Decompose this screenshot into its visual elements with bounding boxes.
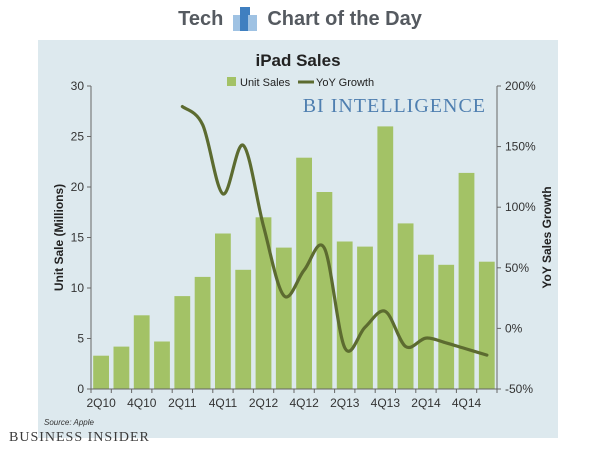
y2-tick-label: -50%	[505, 382, 533, 396]
source-note: Source: Apple	[44, 418, 94, 427]
bar-4q12	[296, 157, 312, 389]
x-tick-label: 2Q12	[249, 396, 279, 410]
bar-2q11	[174, 296, 191, 389]
y-tick-label: 10	[71, 281, 85, 295]
bar-1q15	[478, 261, 495, 389]
bar-3q10	[113, 346, 130, 389]
bar-2q12	[255, 217, 272, 389]
bar-1q14	[397, 223, 414, 389]
y2-tick-label: 100%	[505, 200, 536, 214]
bar-1q11	[154, 341, 170, 389]
bar-4q10	[133, 315, 150, 389]
x-tick-label: 2Q13	[330, 396, 360, 410]
y-tick-label: 30	[71, 79, 85, 93]
bar-4q14	[458, 172, 475, 389]
bi-intelligence-watermark: BI INTELLIGENCE	[303, 95, 486, 117]
chart-title: iPad Sales	[255, 51, 340, 70]
x-tick-label: 4Q11	[209, 396, 238, 410]
y2-axis-label: YoY Sales Growth	[540, 186, 554, 288]
legend-swatch-unit-sales	[227, 77, 236, 86]
x-tick-label: 4Q10	[127, 396, 157, 410]
chart-banner: Tech Chart of the Day	[0, 0, 600, 38]
banner-tech-label: Tech	[178, 7, 224, 30]
x-tick-label: 4Q13	[371, 396, 401, 410]
legend-label-unit-sales: Unit Sales	[240, 77, 291, 89]
y2-tick-label: 50%	[505, 261, 529, 275]
x-tick-label: 2Q10	[86, 396, 116, 410]
x-tick-label: 2Q14	[411, 396, 441, 410]
bar-3q11	[194, 276, 211, 389]
bar-2q10	[93, 355, 109, 389]
y-tick-label: 0	[77, 382, 84, 396]
bar-3q12	[275, 247, 292, 389]
y-tick-label: 5	[77, 332, 84, 346]
y-tick-label: 20	[71, 180, 85, 194]
bar-2q13	[336, 241, 353, 389]
x-tick-label: 2Q11	[168, 396, 197, 410]
y2-tick-label: 150%	[505, 140, 536, 154]
x-tick-label: 4Q12	[289, 396, 319, 410]
banner-chart-of-the-day-label: Chart of the Day	[267, 7, 422, 30]
bar-3q14	[438, 264, 455, 389]
bar-2q14	[418, 254, 434, 389]
bar-3q13	[357, 246, 373, 389]
y-tick-label: 25	[71, 130, 85, 144]
y-axis-label: Unit Sale (Millions)	[52, 184, 66, 291]
tech-logo-icon	[233, 7, 258, 31]
y-tick-label: 15	[71, 231, 85, 245]
bar-1q12	[235, 269, 252, 389]
yoy-growth-line	[180, 105, 489, 357]
bar-4q11	[215, 233, 231, 389]
business-insider-footer: BUSINESS INSIDER	[9, 430, 150, 445]
bar-4q13	[377, 126, 394, 390]
bar-1q13	[316, 192, 333, 389]
y2-tick-label: 200%	[505, 79, 536, 93]
legend-label-yoy-growth: YoY Growth	[316, 77, 374, 89]
x-tick-label: 4Q14	[452, 396, 482, 410]
y2-tick-label: 0%	[505, 321, 523, 335]
